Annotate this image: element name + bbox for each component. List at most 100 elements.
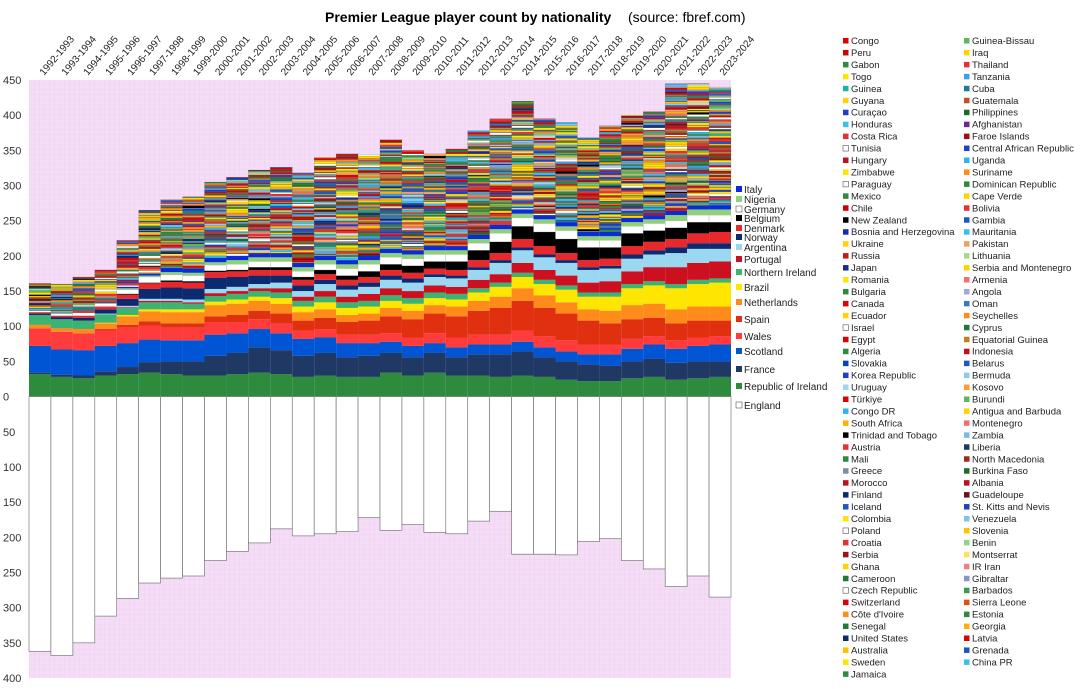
bar-segment-brazil xyxy=(555,289,578,303)
bar-segment-netherlands xyxy=(423,305,446,314)
bar-segment-other xyxy=(204,198,227,200)
bar-segment-other xyxy=(621,174,644,176)
bar-segment-other xyxy=(138,269,161,271)
bar-segment-other xyxy=(94,282,117,284)
bar-segment-argentina xyxy=(423,276,446,286)
bar-segment-other xyxy=(50,290,73,294)
bar-segment-netherlands xyxy=(270,303,293,314)
bar-segment-other xyxy=(708,97,732,100)
bar-segment-other xyxy=(182,215,205,216)
bar-segment-other xyxy=(423,200,446,202)
bar-segment-other xyxy=(401,241,424,243)
bar-segment-other xyxy=(379,210,403,214)
bar-segment-italy xyxy=(709,205,731,210)
legend-entry: Armenia xyxy=(972,275,1008,286)
bar-segment-other xyxy=(599,227,622,230)
bar-segment-other xyxy=(511,142,534,145)
bar-segment-other xyxy=(116,243,139,247)
bar-segment-other xyxy=(292,249,315,251)
bar-segment-nigeria xyxy=(358,260,380,265)
bar-segment-other xyxy=(489,152,512,154)
y-tick-label: 150 xyxy=(3,286,21,298)
bar-segment-other xyxy=(445,236,468,240)
bar-segment-other xyxy=(160,229,183,231)
legend-swatch xyxy=(843,169,849,175)
bar-segment-nigeria xyxy=(336,264,359,269)
bar-segment-other xyxy=(270,230,293,233)
bar-segment-other xyxy=(270,223,293,225)
legend-entry: St. Kitts and Nevis xyxy=(972,502,1050,513)
series-label: Netherlands xyxy=(744,298,798,309)
bar-segment-other xyxy=(665,111,688,114)
bar-segment-other xyxy=(489,141,512,143)
bar-segment-other xyxy=(511,185,534,187)
bar-segment-other xyxy=(138,240,161,242)
bar-segment-other xyxy=(314,230,337,233)
bar-segment-norway xyxy=(314,279,337,285)
bar-segment-other xyxy=(687,180,710,183)
bar-segment-other xyxy=(665,148,688,152)
bar-segment-other xyxy=(314,225,337,227)
bar-segment-argentina xyxy=(292,291,315,297)
bar-segment-other xyxy=(160,257,183,259)
bar-segment-other xyxy=(248,223,271,225)
bar-segment-other xyxy=(665,113,688,116)
bar-segment-other xyxy=(423,182,446,185)
bar-segment-belgium xyxy=(709,222,731,232)
bar-segment-other xyxy=(665,168,688,170)
bar-segment-other xyxy=(226,223,249,226)
bar-segment-denmark xyxy=(555,253,578,261)
bar-segment-republic-of-ireland xyxy=(270,374,293,397)
bar-segment-other xyxy=(160,207,183,211)
bar-segment-other xyxy=(621,179,644,182)
bar-segment-other xyxy=(270,200,293,202)
bar-segment-other xyxy=(379,205,403,207)
bar-segment-other xyxy=(116,285,139,287)
bar-segment-other xyxy=(116,249,139,252)
y-tick-label: 250 xyxy=(3,216,21,228)
bar-segment-other xyxy=(226,210,249,214)
bar-segment-republic-of-ireland xyxy=(533,376,556,397)
bar-segment-france xyxy=(138,362,161,373)
bar-segment-other xyxy=(665,141,688,145)
bar-segment-other xyxy=(423,186,446,188)
bar-segment-other xyxy=(314,167,337,169)
bar-segment-germany xyxy=(28,310,52,313)
bar-segment-other xyxy=(182,243,205,247)
bar-segment-other xyxy=(204,248,227,252)
bar-segment-other xyxy=(270,174,293,176)
bar-segment-other xyxy=(379,216,403,219)
bar-segment-northern-ireland xyxy=(50,319,73,329)
y-tick-label: 450 xyxy=(3,75,21,87)
bar-segment-portugal xyxy=(643,267,666,282)
bar-segment-other xyxy=(533,171,556,173)
bar-segment-other xyxy=(138,267,161,270)
bar-segment-norway xyxy=(489,260,512,263)
bar-segment-other xyxy=(511,101,534,103)
bar-segment-other xyxy=(643,198,666,201)
bar-segment-other xyxy=(621,124,644,126)
bar-segment-italy xyxy=(643,215,666,220)
bar-segment-wales xyxy=(248,319,271,330)
bar-segment-other xyxy=(292,186,315,188)
bar-segment-netherlands xyxy=(380,307,402,317)
bar-segment-other xyxy=(643,115,666,118)
bar-segment-other xyxy=(489,214,512,217)
bar-segment-other xyxy=(204,227,227,230)
legend-swatch xyxy=(843,336,849,343)
bar-segment-other xyxy=(687,124,710,126)
bar-segment-other xyxy=(270,216,293,219)
bar-segment-scotland xyxy=(94,345,117,372)
bar-segment-other xyxy=(357,246,381,248)
bar-segment-other xyxy=(248,172,271,173)
bar-segment-spain xyxy=(116,324,139,328)
bar-segment-other xyxy=(621,150,644,153)
bar-segment-other xyxy=(314,200,337,202)
bar-segment-other xyxy=(687,112,710,115)
bar-segment-other xyxy=(270,169,293,171)
bar-segment-other xyxy=(708,146,732,149)
bar-segment-portugal xyxy=(292,296,315,301)
bar-segment-other xyxy=(511,186,534,190)
bar-segment-other xyxy=(357,241,381,244)
legend-swatch xyxy=(964,241,970,247)
